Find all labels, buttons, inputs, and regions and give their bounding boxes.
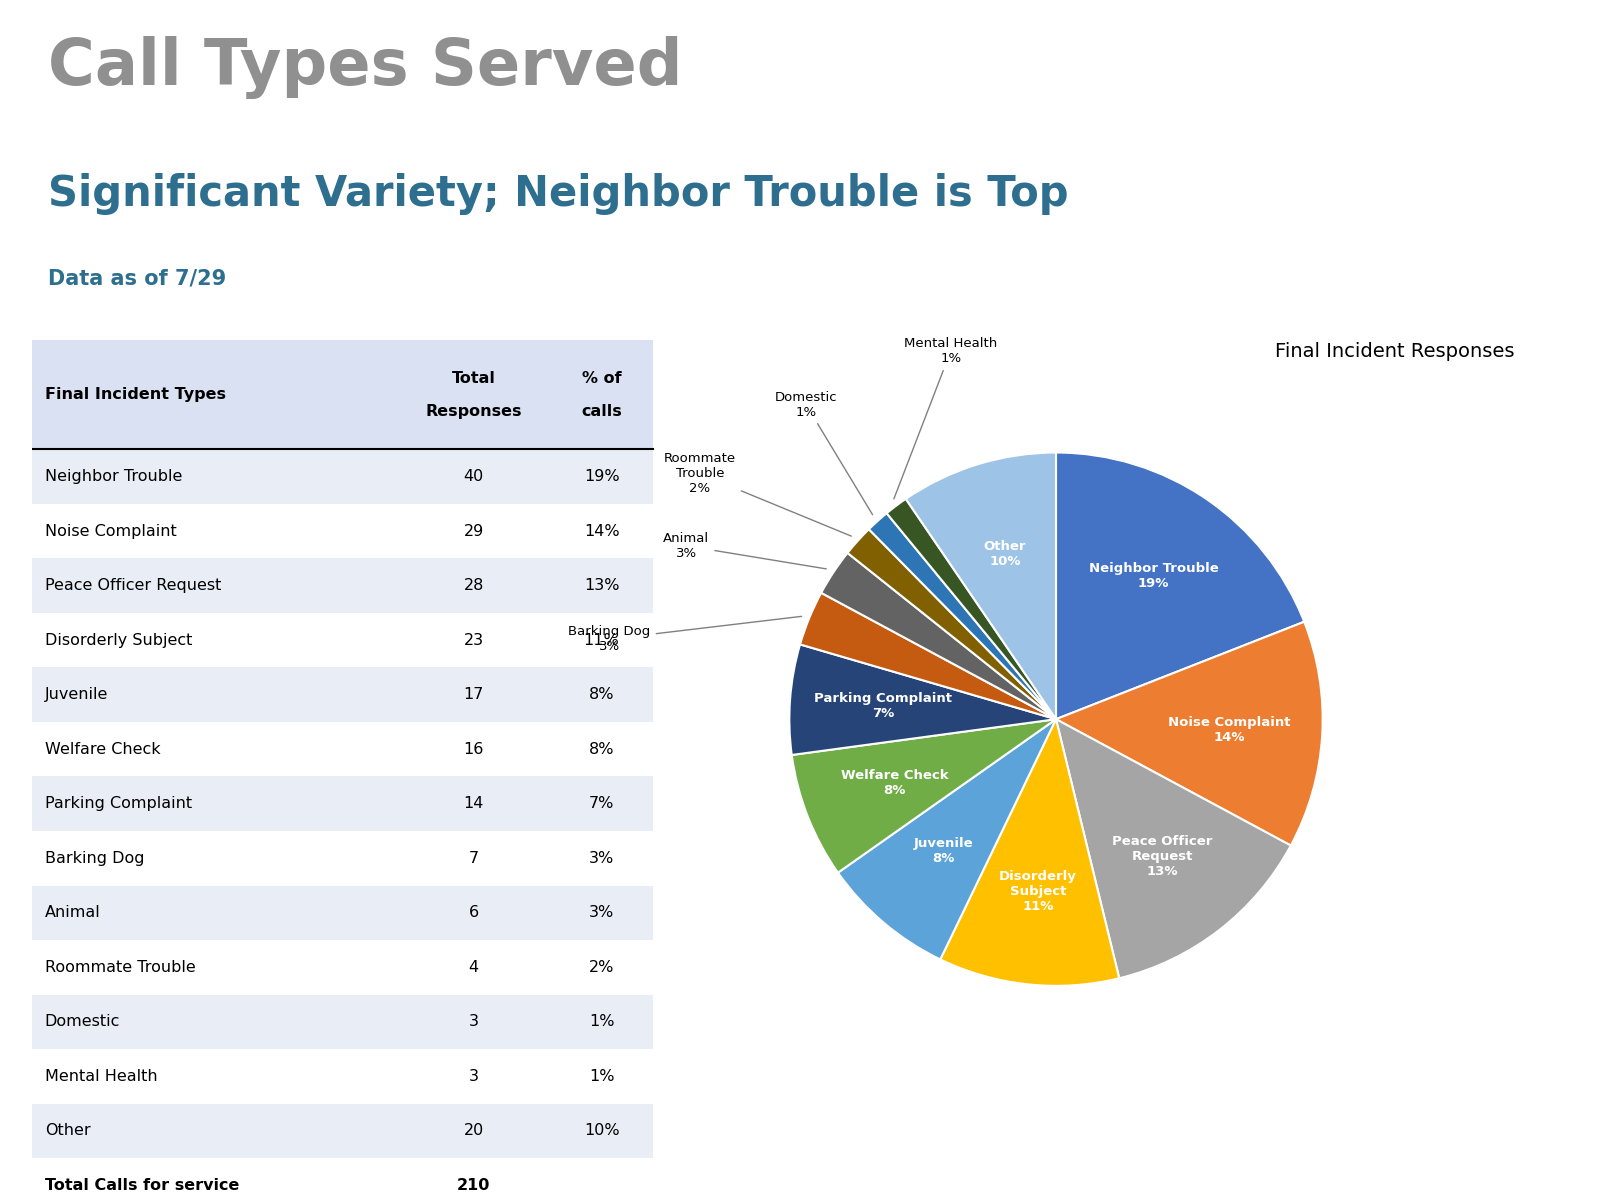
Wedge shape [906,453,1056,719]
Text: Barking Dog: Barking Dog [45,851,144,866]
Text: 10%: 10% [584,1124,619,1138]
Text: 1%: 1% [589,1069,614,1084]
Text: Total: Total [451,371,496,386]
Text: 8%: 8% [589,741,614,757]
Text: 6: 6 [469,905,478,921]
Wedge shape [1056,622,1323,845]
Text: Barking Dog
3%: Barking Dog 3% [568,616,802,653]
Text: Significant Variety; Neighbor Trouble is Top: Significant Variety; Neighbor Trouble is… [48,173,1069,215]
Text: 2%: 2% [589,960,614,974]
Wedge shape [869,513,1056,719]
Text: Final Incident Types: Final Incident Types [45,387,226,402]
Text: 17: 17 [464,688,483,702]
Wedge shape [1056,453,1304,719]
Text: 23: 23 [464,633,483,647]
FancyBboxPatch shape [32,667,653,722]
FancyBboxPatch shape [32,613,653,667]
FancyBboxPatch shape [32,1103,653,1158]
Text: Peace Officer
Request
13%: Peace Officer Request 13% [1112,835,1213,878]
FancyBboxPatch shape [32,340,653,449]
Text: Roommate Trouble: Roommate Trouble [45,960,195,974]
Text: 3: 3 [469,1069,478,1084]
Text: 20: 20 [464,1124,483,1138]
Text: Juvenile
8%: Juvenile 8% [914,837,974,866]
Text: Total Calls for service: Total Calls for service [45,1178,238,1193]
Wedge shape [789,645,1056,755]
Text: Call Types Served: Call Types Served [48,36,683,99]
Text: Parking Complaint: Parking Complaint [45,796,192,811]
Text: 7: 7 [469,851,478,866]
Text: Welfare Check: Welfare Check [45,741,160,757]
Text: Domestic: Domestic [45,1015,120,1029]
Text: Juvenile: Juvenile [45,688,109,702]
FancyBboxPatch shape [32,504,653,559]
Text: Other: Other [45,1124,91,1138]
Text: 8%: 8% [589,688,614,702]
Text: 3%: 3% [589,905,614,921]
Wedge shape [838,719,1056,960]
Wedge shape [792,719,1056,873]
FancyBboxPatch shape [32,722,653,776]
Text: Noise Complaint
14%: Noise Complaint 14% [1168,715,1290,744]
Text: Other
10%: Other 10% [984,540,1026,567]
FancyBboxPatch shape [32,831,653,886]
Text: Mental Health
1%: Mental Health 1% [894,337,997,499]
FancyBboxPatch shape [32,995,653,1050]
FancyBboxPatch shape [32,776,653,831]
Text: Mental Health: Mental Health [45,1069,157,1084]
Text: Peace Officer Request: Peace Officer Request [45,578,221,593]
Text: 3%: 3% [589,851,614,866]
Text: Animal
3%: Animal 3% [664,531,826,568]
Text: Final Incident Responses: Final Incident Responses [1275,341,1514,361]
Text: Data as of 7/29: Data as of 7/29 [48,269,226,289]
Wedge shape [941,719,1120,986]
Text: 210: 210 [458,1178,490,1193]
Text: Animal: Animal [45,905,101,921]
Text: 1%: 1% [589,1015,614,1029]
Wedge shape [1056,719,1291,978]
Text: 14: 14 [464,796,483,811]
Text: Domestic
1%: Domestic 1% [774,390,872,515]
Text: Neighbor Trouble: Neighbor Trouble [45,469,182,484]
FancyBboxPatch shape [32,1050,653,1103]
Wedge shape [821,553,1056,719]
Text: Disorderly Subject: Disorderly Subject [45,633,192,647]
Wedge shape [848,529,1056,719]
Text: 13%: 13% [584,578,619,593]
FancyBboxPatch shape [32,559,653,613]
Text: 11%: 11% [584,633,619,647]
Text: 7%: 7% [589,796,614,811]
Text: Responses: Responses [426,404,522,419]
Text: Roommate
Trouble
2%: Roommate Trouble 2% [664,453,851,536]
Text: 40: 40 [464,469,483,484]
Text: Noise Complaint: Noise Complaint [45,524,176,538]
FancyBboxPatch shape [32,940,653,995]
Text: 3: 3 [469,1015,478,1029]
Text: % of: % of [582,371,621,386]
Text: Neighbor Trouble
19%: Neighbor Trouble 19% [1088,562,1219,590]
Text: Parking Complaint
7%: Parking Complaint 7% [814,693,952,720]
FancyBboxPatch shape [32,449,653,504]
Wedge shape [886,499,1056,719]
Text: 16: 16 [464,741,483,757]
Text: 4: 4 [469,960,478,974]
Text: 14%: 14% [584,524,619,538]
Text: Disorderly
Subject
11%: Disorderly Subject 11% [998,870,1077,913]
Text: 28: 28 [464,578,483,593]
Text: 29: 29 [464,524,483,538]
Text: Welfare Check
8%: Welfare Check 8% [842,769,949,796]
Wedge shape [800,593,1056,719]
Text: calls: calls [581,404,622,419]
FancyBboxPatch shape [32,886,653,940]
Text: 19%: 19% [584,469,619,484]
